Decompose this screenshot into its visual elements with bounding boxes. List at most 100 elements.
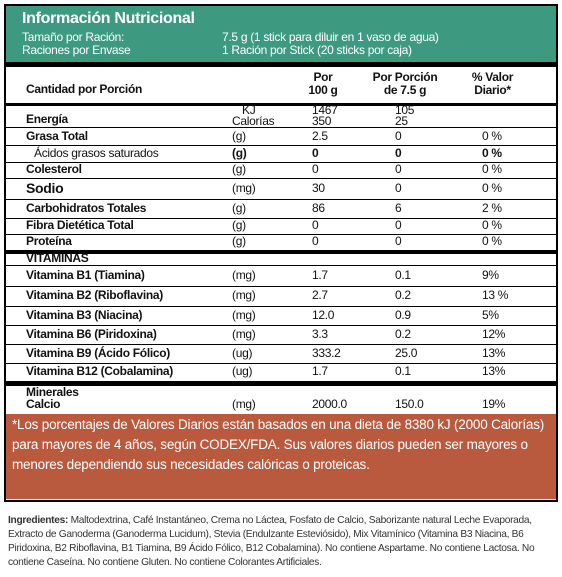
ingredients: Ingredientes: Maltodextrina, Café Instan… (8, 514, 556, 570)
header-title: Información Nutricional (22, 10, 195, 27)
label-border (4, 4, 558, 502)
header-band (6, 6, 556, 62)
nutrient-value: 1.7 (312, 364, 328, 378)
nutrient-value: (g) (232, 234, 246, 248)
serving-value: 1 Ración por Stick (20 sticks por caja) (222, 43, 412, 57)
nutrient-value: 13 % (482, 288, 509, 302)
nutrient-value: 25.0 (395, 345, 418, 360)
rule (6, 127, 556, 128)
nutrient-value: (mg) (232, 326, 256, 341)
nutrient-value: 3.3 (312, 326, 328, 341)
ingredients-label: Ingredientes: (8, 515, 69, 526)
nutrient-value: 12% (482, 326, 506, 341)
nutrient-value: 0 (395, 234, 402, 248)
nutrient-name: Vitamina B2 (Riboflavina) (26, 288, 163, 302)
nutrient-value: 0 (395, 128, 402, 143)
nutrient-value: (g) (232, 200, 246, 215)
nutrient-value: 0.1 (395, 364, 411, 378)
energy-value: Calorías (232, 114, 275, 128)
nutrient-value: 12.0 (312, 307, 335, 322)
section-title: VITAMINAS (26, 251, 89, 265)
nutrient-value: 2.7 (312, 288, 328, 302)
serving-label: Tamaño por Ración: (22, 30, 124, 44)
nutrient-value: 13% (482, 364, 506, 378)
column-header: Por Porción (372, 70, 438, 84)
nutrient-value: 333.2 (312, 345, 341, 360)
energy-value: KJ (242, 103, 256, 117)
nutrient-value: 5% (482, 307, 499, 322)
nutrient-name: Sodio (26, 179, 64, 196)
energy-value: 105 (395, 103, 415, 117)
rule (6, 103, 556, 106)
serving-value: 7.5 g (1 stick para diluir en 1 vaso de … (222, 30, 439, 44)
nutrient-value: 0.2 (395, 288, 411, 302)
nutrient-value: (g) (232, 162, 246, 176)
nutrient-value: (mg) (232, 180, 256, 195)
note: *Los porcentajes de Valores Diarios está… (6, 414, 556, 499)
nutrient-value: (g) (232, 128, 246, 143)
nutrient-value: 30 (312, 180, 325, 195)
nutrient-value: (g) (232, 145, 247, 160)
nutrient-value: 0.9 (395, 307, 411, 322)
nutrient-value: 19% (482, 397, 506, 411)
nutrient-value: 0 (312, 234, 319, 248)
column-header: % Valor (471, 70, 514, 84)
section-title: Minerales (26, 385, 79, 399)
nutrient-value: 0 (395, 180, 402, 195)
nutrient-value: 2.5 (312, 128, 328, 143)
nutrient-name: Energía (26, 112, 68, 126)
nutrient-value: 0.1 (395, 268, 411, 282)
nutrient-value: 9% (482, 268, 499, 282)
ingredients-text: Maltodextrina, Café Instantáneo, Crema n… (8, 515, 535, 568)
nutrient-value: 0 (395, 162, 402, 176)
nutrient-name: Ácidos grasos saturados (34, 145, 159, 160)
nutrient-name: Grasa Total (26, 128, 88, 143)
nutrient-value: (g) (232, 218, 246, 232)
nutrient-name: Colesterol (26, 162, 82, 176)
nutrient-value: 0 % (482, 180, 502, 195)
column-header: Por (313, 70, 333, 84)
nutrient-name: Vitamina B12 (Cobalamina) (26, 364, 173, 378)
rule (6, 344, 556, 345)
rule (6, 162, 556, 163)
nutrient-value: 2 % (482, 200, 502, 215)
nutrient-value: 0 (312, 218, 319, 232)
nutrient-name: Carbohidratos Totales (26, 200, 147, 215)
nutrient-name: Fibra Dietética Total (26, 218, 134, 232)
nutrient-value: (mg) (232, 268, 256, 282)
rule (6, 62, 556, 67)
column-header: 100 g (308, 83, 338, 97)
rule (6, 199, 556, 200)
energy-value: 1467 (312, 103, 338, 117)
nutrient-name: Vitamina B6 (Piridoxina) (26, 326, 157, 341)
rule (6, 306, 556, 307)
energy-value: 350 (312, 114, 332, 128)
rule (6, 234, 556, 235)
nutrient-value: 0 (395, 218, 402, 232)
nutrient-value: 13% (482, 345, 506, 360)
rule (6, 363, 556, 364)
column-header: de 7.5 g (383, 83, 427, 97)
column-header: Diario* (474, 83, 511, 97)
nutrient-value: (ug) (232, 345, 253, 360)
energy-value: 25 (395, 114, 408, 128)
nutrient-name: Proteína (26, 234, 72, 248)
nutrient-value: 0 % (482, 162, 502, 176)
nutrient-value: 0 % (482, 234, 502, 248)
rule (6, 250, 556, 254)
nutrient-value: 1.7 (312, 268, 328, 282)
rule (6, 145, 556, 146)
nutrient-value: (mg) (232, 397, 256, 411)
rule (6, 325, 556, 326)
nutrient-value: 0 % (482, 145, 502, 160)
nutrient-value: (mg) (232, 307, 256, 322)
nutrient-value: 0 (312, 162, 319, 176)
nutrient-value: 2000.0 (312, 397, 347, 411)
nutrient-value: (ug) (232, 364, 253, 378)
nutrient-name: Vitamina B1 (Tiamina) (26, 268, 145, 282)
nutrient-value: 0 (395, 145, 402, 160)
rule (6, 286, 556, 287)
nutrient-value: (mg) (232, 288, 256, 302)
nutrient-value: 6 (395, 200, 402, 215)
